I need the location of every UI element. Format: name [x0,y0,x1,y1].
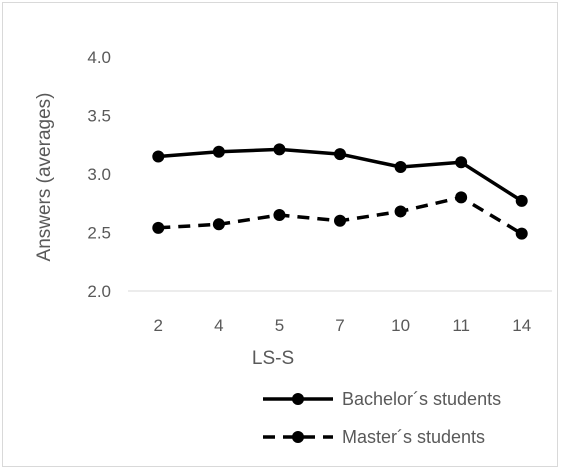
data-point [212,218,225,231]
chart-frame [2,2,558,467]
data-point [334,148,346,161]
x-tick-label: 10 [391,316,410,335]
data-point [394,160,407,173]
data-point [515,194,528,207]
x-axis-title: LS-S [252,348,294,369]
y-tick-label: 2.0 [87,282,111,301]
data-point [334,214,346,227]
legend-swatch-marker [292,393,304,405]
x-tick-label: 14 [512,316,531,335]
y-axis-title: Answers (averages) [34,93,55,262]
legend-label: Bachelor´s students [342,389,501,409]
x-tick-label: 7 [335,316,344,335]
x-tick-label: 2 [154,316,163,335]
x-tick-label: 5 [275,316,284,335]
data-point [273,143,286,156]
data-point [273,208,286,221]
data-point [212,145,225,158]
data-point [455,156,468,169]
x-tick-label: 11 [452,316,470,335]
y-tick-label: 4.0 [87,48,111,67]
legend-swatch-marker [292,431,304,443]
legend-label: Master´s students [342,427,485,447]
y-tick-label: 3.5 [87,107,111,126]
data-point [394,205,407,218]
data-point [152,221,165,234]
x-tick-label: 4 [214,316,223,335]
y-tick-label: 3.0 [87,165,111,184]
data-point [152,150,165,163]
data-point [515,227,528,240]
data-point [455,191,468,204]
y-tick-label: 2.5 [87,224,111,243]
